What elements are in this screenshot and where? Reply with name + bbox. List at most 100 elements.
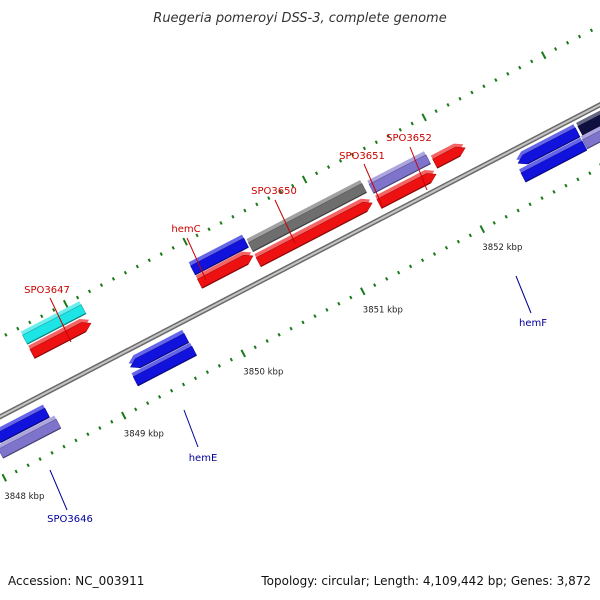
minor-tick (397, 270, 401, 275)
minor-tick (171, 245, 175, 250)
minor-tick (87, 289, 92, 294)
minor-tick (506, 71, 510, 76)
minor-tick (195, 233, 199, 238)
minor-tick (349, 295, 353, 300)
tick-label-layer: 3848 kbp 3849 kbp 3850 kbp 3851 kbp 3852 kbp… (4, 243, 522, 502)
minor-tick (123, 270, 128, 275)
minor-tick (350, 152, 355, 157)
minor-tick (291, 183, 295, 188)
gene-label-heme: hemE (189, 453, 218, 464)
gene-spo3650-forward-gray (246, 180, 367, 252)
major-tick (182, 237, 188, 246)
minor-tick (482, 84, 486, 89)
minor-tick (26, 463, 30, 468)
minor-tick (516, 208, 520, 213)
minor-tick (577, 34, 582, 39)
minor-tick (492, 221, 496, 225)
minor-tick (374, 140, 378, 145)
gene-layer (0, 110, 600, 459)
gene-label-spo3652: SPO3652 (386, 133, 432, 144)
minor-tick (207, 227, 211, 232)
minor-tick (147, 258, 151, 263)
minor-tick (504, 214, 508, 219)
minor-tick (518, 65, 522, 70)
tick-label-3850: 3850 kbp (243, 368, 283, 378)
gene-heme-reverse-blue (128, 329, 190, 369)
minor-tick (456, 239, 461, 244)
minor-tick (231, 214, 235, 219)
minor-tick (386, 134, 390, 138)
gene-label-spo3651: SPO3651 (339, 151, 385, 162)
minor-tick (98, 426, 102, 430)
leader-line-hemf (515, 275, 532, 314)
tick-label-3851: 3851 kbp (363, 305, 403, 315)
minor-tick (52, 308, 56, 312)
gene-hemc-forward-blue (188, 234, 249, 276)
genome-backbone (0, 101, 600, 420)
major-tick (1, 473, 7, 482)
gene-spo3651-red (375, 170, 437, 209)
major-tick (62, 299, 69, 308)
gene-hemf-reverse-blue (516, 124, 581, 165)
major-tick (301, 175, 308, 184)
minor-tick (420, 258, 425, 263)
minor-tick (432, 252, 437, 256)
minor-tick (470, 90, 474, 95)
minor-tick (325, 308, 329, 312)
gene-spo3650-red (254, 198, 373, 268)
minor-tick (564, 183, 568, 188)
minor-tick (494, 78, 498, 82)
minor-tick (134, 407, 138, 412)
leader-line-hemc (186, 237, 207, 281)
minor-tick (373, 283, 377, 287)
leader-line-spo3651 (363, 163, 384, 209)
leader-line-spo3646 (49, 469, 68, 511)
minor-tick (146, 401, 150, 406)
minor-tick (50, 450, 54, 455)
minor-tick (28, 320, 32, 325)
minor-tick (326, 165, 331, 169)
minor-tick (289, 326, 293, 331)
minor-tick (181, 382, 186, 387)
minor-tick (540, 196, 544, 200)
gene-hemc-red (195, 251, 254, 289)
gene-label-hemf: hemF (519, 318, 547, 329)
minor-tick (74, 438, 78, 443)
minor-tick (589, 28, 594, 33)
minor-tick (267, 196, 271, 201)
gene-spo3646-reverse-purple (0, 415, 62, 459)
minor-tick (159, 252, 163, 256)
gene-spo3646-reverse-blue (0, 404, 50, 443)
major-tick (540, 51, 547, 60)
gene-spo3652-red (430, 143, 466, 169)
minor-tick (530, 59, 534, 64)
minor-tick (565, 40, 570, 45)
minor-tick (62, 444, 66, 449)
gene-hemf-reverse-blue-lower (519, 137, 588, 183)
backbone-layer (0, 101, 600, 420)
genome-backbone-highlight (0, 103, 600, 418)
minor-tick (444, 245, 449, 250)
minor-tick (111, 277, 116, 281)
minor-tick (279, 190, 283, 194)
minor-tick (40, 314, 44, 319)
gene-spo3647-forward-cyan (20, 301, 87, 345)
leader-line-spo3647 (49, 297, 72, 343)
minor-tick (229, 357, 233, 362)
gene-purple-lower (580, 126, 600, 150)
tick-layer (1, 28, 600, 482)
minor-tick (434, 109, 438, 114)
minor-tick (277, 332, 281, 337)
minor-tick (552, 189, 556, 194)
minor-tick (410, 121, 414, 126)
minor-tick (38, 457, 42, 461)
minor-tick (243, 208, 247, 213)
minor-tick (169, 388, 174, 393)
gene-label-spo3647: SPO3647 (24, 285, 70, 296)
minor-tick (338, 158, 343, 163)
gene-label-spo3646: SPO3646 (47, 514, 93, 525)
major-tick (240, 349, 246, 358)
leader-line-spo3652 (409, 146, 428, 191)
major-tick (421, 113, 427, 122)
minor-tick (446, 103, 450, 107)
